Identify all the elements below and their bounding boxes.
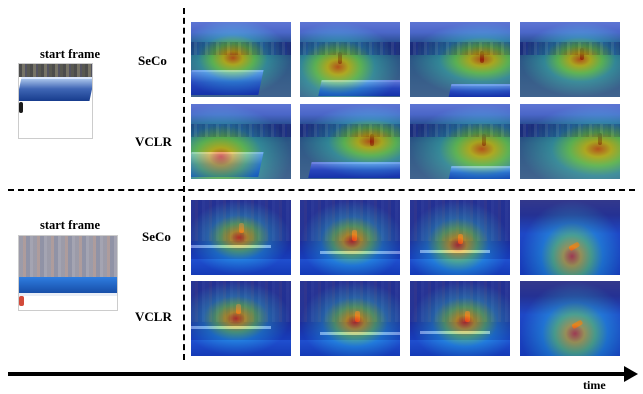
heatmap-frame (300, 281, 400, 356)
heatmap-frame (191, 22, 291, 97)
heatmap-frame (410, 104, 510, 179)
heatmap-frame (300, 104, 400, 179)
heatmap-frame (410, 281, 510, 356)
start-frame-image-1 (18, 63, 93, 139)
heatmap-frame (300, 22, 400, 97)
start-frame-image-2 (18, 235, 118, 311)
heatmap-frame (520, 22, 620, 97)
heatmap-frame (520, 104, 620, 179)
heatmap-frame (300, 200, 400, 275)
heatmap-frame (410, 22, 510, 97)
column-divider (183, 8, 185, 360)
row-label-vclr-2: VCLR (135, 309, 172, 324)
start-frame-label-2: start frame (39, 218, 101, 232)
row-label-seco-2: SeCo (142, 229, 171, 244)
section-divider (8, 189, 635, 191)
heatmap-frame (191, 200, 291, 275)
time-axis-line (8, 372, 626, 376)
heatmap-frame (191, 104, 291, 179)
row-label-seco-1: SeCo (138, 53, 167, 68)
heatmap-frame (520, 200, 620, 275)
heatmap-frame (410, 200, 510, 275)
row-label-vclr-1: VCLR (135, 134, 172, 149)
time-axis-label: time (583, 378, 606, 392)
time-axis-arrowhead (624, 366, 638, 382)
start-frame-label-1: start frame (39, 47, 101, 61)
heatmap-frame (191, 281, 291, 356)
heatmap-frame (520, 281, 620, 356)
